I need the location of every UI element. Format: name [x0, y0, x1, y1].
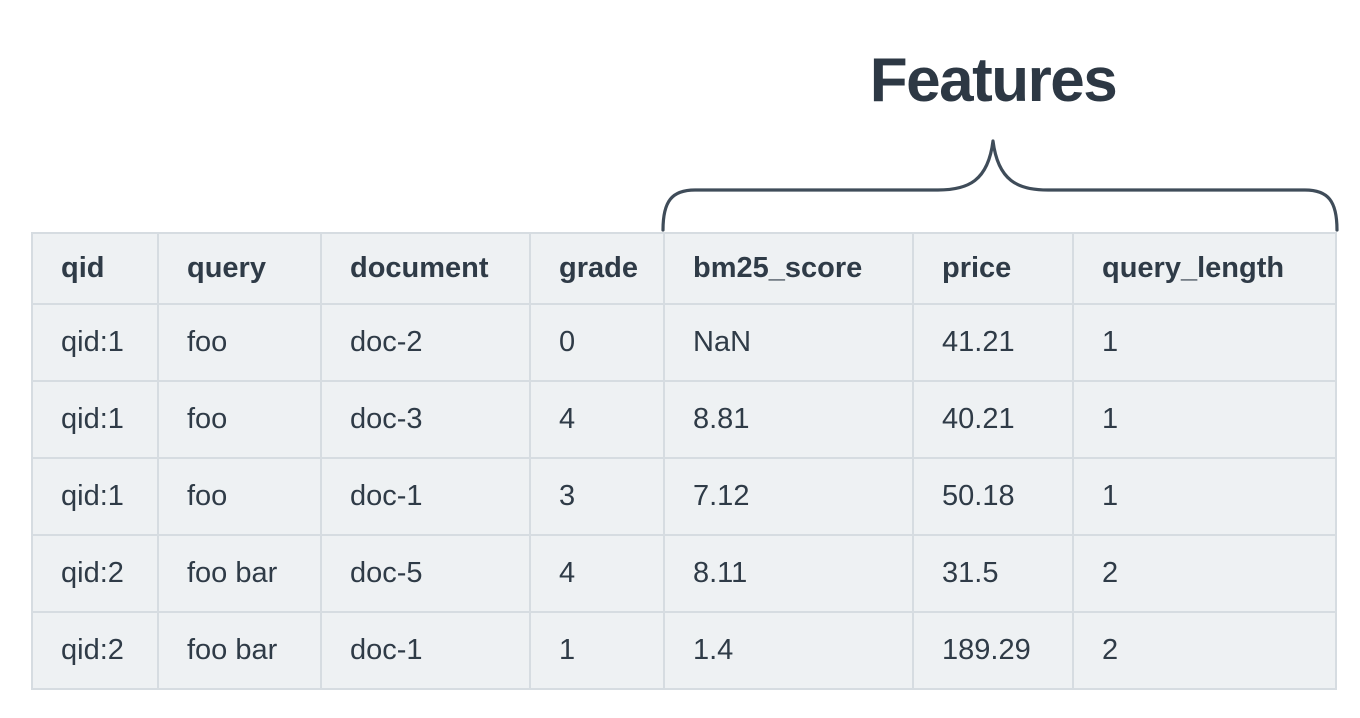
cell-price-row-5: 189.29 — [912, 611, 1074, 690]
column-header-bm25_score: bm25_score — [663, 232, 914, 305]
table-row: qid:2 foo bar doc-1 1 1.4 189.29 2 — [31, 611, 1337, 690]
table-row: qid:1 foo doc-2 0 NaN 41.21 1 — [31, 303, 1337, 382]
cell-query-row-3: foo — [157, 457, 322, 536]
cell-bm25_score-row-4: 8.11 — [663, 534, 914, 613]
column-header-price: price — [912, 232, 1074, 305]
cell-query_length-row-5: 2 — [1072, 611, 1337, 690]
features-heading: Features — [869, 46, 1118, 115]
cell-grade-row-2: 4 — [529, 380, 665, 459]
cell-grade-row-3: 3 — [529, 457, 665, 536]
table-body: qid:1 foo doc-2 0 NaN 41.21 1 qid:1 foo doc-3 4 8.8… — [31, 303, 1337, 690]
table-row: qid:1 foo doc-3 4 8.81 40.21 1 — [31, 380, 1337, 459]
column-header-query_length: query_length — [1072, 232, 1337, 305]
cell-price-row-1: 41.21 — [912, 303, 1074, 382]
cell-qid-row-5: qid:2 — [31, 611, 159, 690]
table-row: qid:1 foo doc-1 3 7.12 50.18 1 — [31, 457, 1337, 536]
table-row: qid:2 foo bar doc-5 4 8.11 31.5 2 — [31, 534, 1337, 613]
cell-document-row-2: doc-3 — [320, 380, 531, 459]
column-header-qid: qid — [31, 232, 159, 305]
cell-qid-row-2: qid:1 — [31, 380, 159, 459]
cell-query-row-2: foo — [157, 380, 322, 459]
table-header: qid query document grade bm25_score price quer… — [31, 232, 1337, 305]
cell-qid-row-3: qid:1 — [31, 457, 159, 536]
cell-price-row-3: 50.18 — [912, 457, 1074, 536]
cell-grade-row-4: 4 — [529, 534, 665, 613]
cell-query_length-row-3: 1 — [1072, 457, 1337, 536]
cell-document-row-5: doc-1 — [320, 611, 531, 690]
cell-query-row-1: foo — [157, 303, 322, 382]
cell-grade-row-1: 0 — [529, 303, 665, 382]
cell-query-row-4: foo bar — [157, 534, 322, 613]
cell-query_length-row-4: 2 — [1072, 534, 1337, 613]
cell-price-row-2: 40.21 — [912, 380, 1074, 459]
cell-query_length-row-2: 1 — [1072, 380, 1337, 459]
cell-bm25_score-row-1: NaN — [663, 303, 914, 382]
cell-grade-row-5: 1 — [529, 611, 665, 690]
cell-bm25_score-row-5: 1.4 — [663, 611, 914, 690]
cell-bm25_score-row-3: 7.12 — [663, 457, 914, 536]
column-header-grade: grade — [529, 232, 665, 305]
cell-qid-row-1: qid:1 — [31, 303, 159, 382]
cell-document-row-1: doc-2 — [320, 303, 531, 382]
data-table: qid query document grade bm25_score price quer… — [31, 232, 1337, 690]
cell-document-row-4: doc-5 — [320, 534, 531, 613]
cell-query-row-5: foo bar — [157, 611, 322, 690]
column-header-document: document — [320, 232, 531, 305]
column-header-query: query — [157, 232, 322, 305]
header-row: qid query document grade bm25_score price quer… — [31, 232, 1337, 305]
cell-query_length-row-1: 1 — [1072, 303, 1337, 382]
cell-bm25_score-row-2: 8.81 — [663, 380, 914, 459]
cell-qid-row-4: qid:2 — [31, 534, 159, 613]
cell-price-row-4: 31.5 — [912, 534, 1074, 613]
cell-document-row-3: doc-1 — [320, 457, 531, 536]
